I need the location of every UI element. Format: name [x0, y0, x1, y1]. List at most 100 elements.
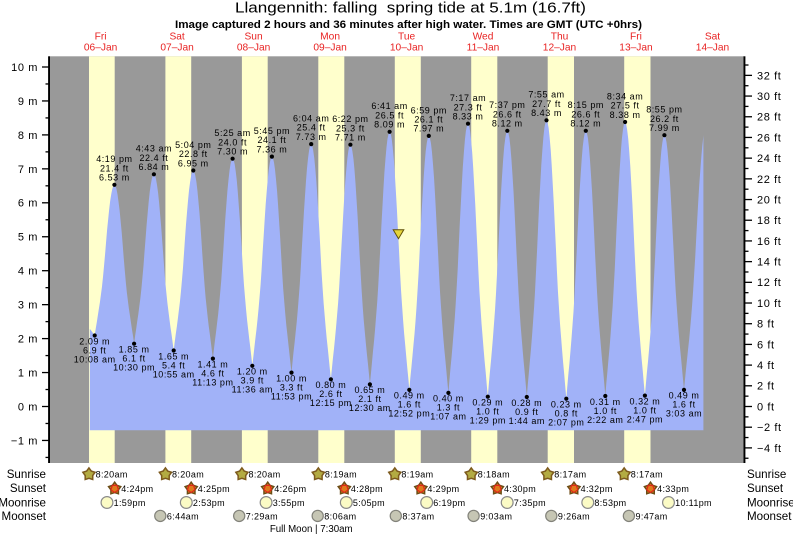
svg-text:8:18am: 8:18am [478, 470, 510, 480]
svg-text:5:05pm: 5:05pm [353, 498, 385, 508]
svg-text:Thu: Thu [551, 32, 569, 43]
svg-text:0.28 m: 0.28 m [511, 398, 542, 408]
svg-text:5:25 am: 5:25 am [214, 128, 250, 138]
svg-text:10–Jan: 10–Jan [390, 43, 423, 54]
svg-text:7:17 am: 7:17 am [450, 93, 486, 103]
svg-text:Moonrise: Moonrise [747, 496, 793, 509]
svg-text:7.71 m: 7.71 m [335, 133, 366, 143]
svg-text:Sunrise: Sunrise [747, 468, 786, 481]
svg-text:8:20am: 8:20am [249, 470, 281, 480]
svg-text:6:22 pm: 6:22 pm [332, 114, 368, 124]
svg-text:26 ft: 26 ft [757, 132, 781, 144]
svg-text:7:55 am: 7:55 am [528, 90, 564, 100]
svg-text:6.9 ft: 6.9 ft [83, 345, 106, 355]
svg-text:24 ft: 24 ft [757, 153, 781, 165]
svg-text:2:53pm: 2:53pm [193, 498, 225, 508]
svg-text:4 m: 4 m [18, 266, 38, 278]
svg-text:10:30 pm: 10:30 pm [113, 363, 155, 373]
svg-text:14 ft: 14 ft [757, 257, 781, 269]
svg-text:3 m: 3 m [18, 300, 38, 312]
svg-text:6.95 m: 6.95 m [178, 158, 209, 168]
svg-text:9 m: 9 m [18, 96, 38, 108]
svg-text:24.0 ft: 24.0 ft [218, 137, 247, 147]
svg-text:8:06am: 8:06am [324, 511, 356, 521]
svg-text:9:03am: 9:03am [480, 511, 512, 521]
svg-text:5:45 pm: 5:45 pm [254, 126, 290, 136]
svg-text:0.65 m: 0.65 m [354, 385, 385, 395]
svg-text:22.4 ft: 22.4 ft [139, 153, 168, 163]
svg-text:2.09 m: 2.09 m [79, 336, 110, 346]
svg-text:8.33 m: 8.33 m [453, 112, 484, 122]
svg-text:Sunrise: Sunrise [7, 468, 46, 481]
svg-text:26.6 ft: 26.6 ft [493, 109, 522, 119]
svg-text:0.49 m: 0.49 m [669, 391, 700, 401]
svg-text:12:15 pm: 12:15 pm [310, 398, 352, 408]
svg-text:3:03 am: 3:03 am [666, 409, 702, 419]
svg-text:6.53 m: 6.53 m [99, 173, 130, 183]
svg-text:Moonset: Moonset [747, 510, 792, 523]
svg-text:6 m: 6 m [18, 198, 38, 210]
svg-text:4:33pm: 4:33pm [657, 484, 689, 494]
svg-text:Sun: Sun [245, 32, 263, 43]
svg-text:1.85 m: 1.85 m [119, 345, 150, 355]
svg-text:6.1 ft: 6.1 ft [122, 354, 145, 364]
svg-text:Mon: Mon [320, 32, 340, 43]
svg-text:1.65 m: 1.65 m [158, 351, 189, 361]
svg-text:1.0 ft: 1.0 ft [594, 406, 617, 416]
svg-text:−1 m: −1 m [11, 435, 38, 447]
svg-text:7:35pm: 7:35pm [514, 498, 546, 508]
svg-text:2:22 am: 2:22 am [587, 415, 623, 425]
svg-text:6:04 am: 6:04 am [293, 114, 329, 124]
svg-text:2 ft: 2 ft [757, 381, 775, 393]
svg-text:1.6 ft: 1.6 ft [398, 400, 421, 410]
svg-text:1.41 m: 1.41 m [197, 359, 228, 369]
svg-text:8.38 m: 8.38 m [610, 110, 641, 120]
svg-text:8.09 m: 8.09 m [374, 120, 405, 130]
svg-text:27.3 ft: 27.3 ft [454, 102, 483, 112]
svg-text:2.1 ft: 2.1 ft [358, 394, 381, 404]
svg-text:4:25pm: 4:25pm [198, 484, 230, 494]
svg-text:2:07 pm: 2:07 pm [548, 418, 584, 428]
svg-text:8.12 m: 8.12 m [492, 119, 523, 129]
svg-text:11–Jan: 11–Jan [467, 43, 500, 54]
svg-text:07–Jan: 07–Jan [160, 43, 193, 54]
svg-text:4.6 ft: 4.6 ft [201, 368, 224, 378]
svg-text:Fri: Fri [95, 32, 107, 43]
svg-text:0.31 m: 0.31 m [590, 397, 621, 407]
svg-text:09–Jan: 09–Jan [313, 43, 346, 54]
svg-text:8 m: 8 m [18, 130, 38, 142]
svg-text:4:32pm: 4:32pm [581, 484, 613, 494]
svg-text:1.0 ft: 1.0 ft [633, 405, 656, 415]
svg-text:4 ft: 4 ft [757, 360, 775, 372]
svg-text:8:17am: 8:17am [554, 470, 586, 480]
svg-text:25.4 ft: 25.4 ft [297, 123, 326, 133]
svg-text:12:30 am: 12:30 am [349, 403, 391, 413]
svg-text:6:19pm: 6:19pm [433, 498, 465, 508]
svg-text:5.4 ft: 5.4 ft [162, 360, 185, 370]
svg-text:2 m: 2 m [18, 334, 38, 346]
svg-text:26.2 ft: 26.2 ft [650, 114, 679, 124]
svg-text:4:29pm: 4:29pm [427, 484, 459, 494]
svg-text:8:53pm: 8:53pm [594, 498, 626, 508]
svg-text:Image captured 2 hours and 36: Image captured 2 hours and 36 minutes af… [175, 19, 642, 31]
svg-text:10:11pm: 10:11pm [675, 498, 712, 508]
svg-text:7:29am: 7:29am [246, 511, 278, 521]
svg-text:21.4 ft: 21.4 ft [100, 163, 129, 173]
svg-text:8:37am: 8:37am [402, 511, 434, 521]
svg-text:4:43 am: 4:43 am [136, 144, 172, 154]
svg-text:Llangennith: falling spring t: Llangennith: falling spring tide at 5.1m… [235, 0, 586, 16]
svg-text:0.40 m: 0.40 m [433, 394, 464, 404]
svg-text:−4 ft: −4 ft [757, 443, 782, 455]
svg-text:0.23 m: 0.23 m [551, 400, 582, 410]
svg-text:1.3 ft: 1.3 ft [437, 403, 460, 413]
svg-text:0 ft: 0 ft [757, 401, 775, 413]
svg-text:7:37 pm: 7:37 pm [489, 100, 525, 110]
svg-text:1.00 m: 1.00 m [276, 373, 307, 383]
svg-text:12 ft: 12 ft [757, 277, 781, 289]
svg-text:22.8 ft: 22.8 ft [179, 149, 208, 159]
svg-text:6:41 am: 6:41 am [371, 101, 407, 111]
svg-text:30 ft: 30 ft [757, 91, 781, 103]
svg-text:7 m: 7 m [18, 164, 38, 176]
svg-text:7.99 m: 7.99 m [649, 123, 680, 133]
svg-text:27.5 ft: 27.5 ft [611, 101, 640, 111]
